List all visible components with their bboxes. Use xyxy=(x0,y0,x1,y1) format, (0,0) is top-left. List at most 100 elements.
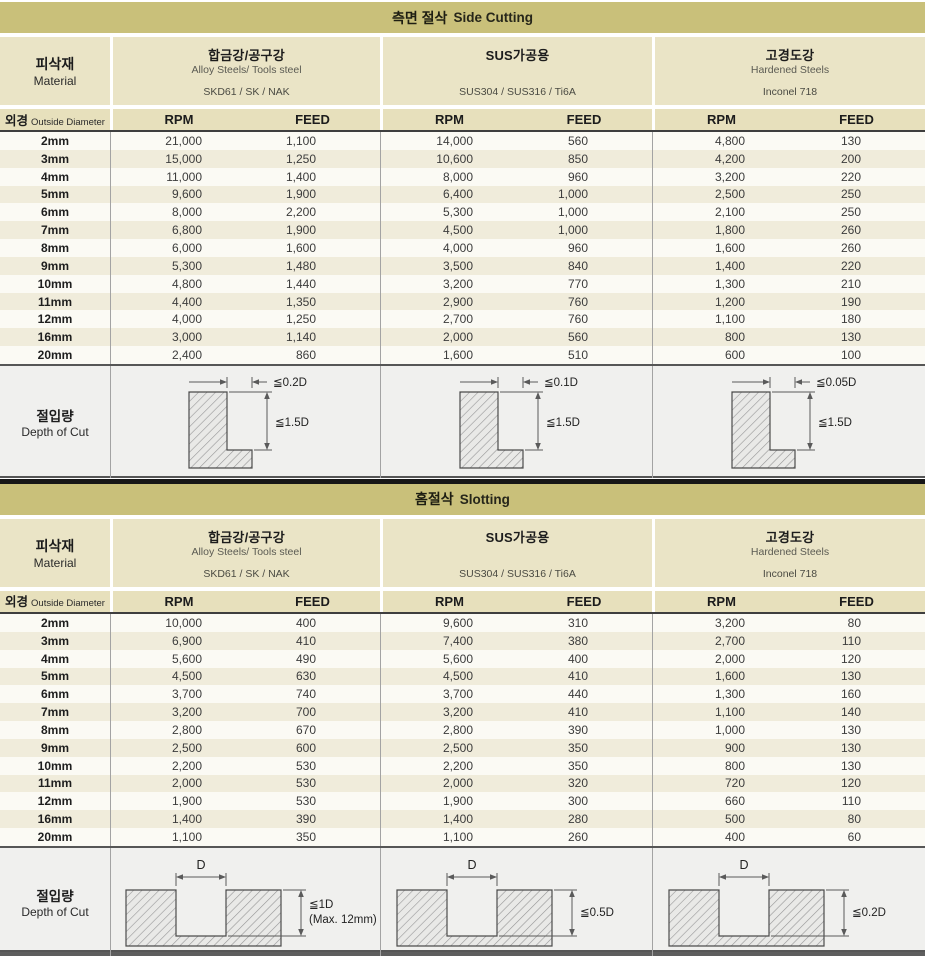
feed-value: 1,000 xyxy=(557,205,588,220)
rpm-value: 1,300 xyxy=(652,685,788,704)
depth-of-cut-row: 절입량 Depth of Cut ≦0.2D ≦1.5D xyxy=(0,365,925,478)
rpm-value: 6,900 xyxy=(110,631,245,650)
feed-value: 560 xyxy=(567,330,588,345)
side-cutting-title-bar: 측면 절삭 Side Cutting xyxy=(0,2,925,33)
feed-value: 260 xyxy=(567,830,588,845)
feed-value: 410 xyxy=(567,669,588,684)
rpm-value: 3,700 xyxy=(380,685,516,704)
feed-value: 760 xyxy=(567,294,588,309)
rpm-value: 4,400 xyxy=(110,292,245,311)
rpm-column-header: RPM xyxy=(110,590,245,612)
step-profile-shape xyxy=(731,391,796,469)
material-group-alloy-steels: 합금강/공구강 Alloy Steels/ Tools steel SKD61 … xyxy=(110,518,380,587)
divider xyxy=(0,33,925,37)
table-row: 10mm 4,800 1,440 3,200 770 1,300 210 xyxy=(0,274,925,293)
slot-profile-shape xyxy=(395,889,553,947)
depth-label-en: Depth of Cut xyxy=(21,424,89,439)
feed-value: 130 xyxy=(840,669,861,684)
rpm-value: 11,000 xyxy=(110,167,245,186)
radial-depth-label: ≦0.05D xyxy=(816,377,856,389)
columns-header-row: 외경 Outside Diameter RPM FEED RPM FEED RPM… xyxy=(0,590,925,614)
feed-value: 410 xyxy=(567,705,588,720)
diameter-label-en: Outside Diameter xyxy=(31,598,105,610)
material-grades: SUS304 / SUS316 / Ti6A xyxy=(459,86,576,98)
divider xyxy=(0,586,925,591)
feed-value: 350 xyxy=(567,758,588,773)
material-name-ko: 고경도강 xyxy=(765,529,815,545)
slotting-section: 홈절삭 Slotting 피삭재 Material 합금강/공구강 Alloy … xyxy=(0,483,925,956)
feed-value: 600 xyxy=(295,740,316,755)
feed-value: 1,250 xyxy=(285,312,316,327)
columns-header-row: 외경 Outside Diameter RPM FEED RPM FEED RPM… xyxy=(0,109,925,132)
depth-diagram-cell: ≦0.2D ≦1.5D xyxy=(110,365,380,478)
row-diameter: 12mm xyxy=(37,794,73,809)
depth-diagram-cell: D ≦0.5D xyxy=(380,847,652,956)
feed-value: 760 xyxy=(567,312,588,327)
rpm-value: 2,700 xyxy=(380,310,516,329)
page-bottom-rule xyxy=(0,951,925,956)
row-diameter: 9mm xyxy=(40,258,69,273)
feed-value: 670 xyxy=(295,722,316,737)
feed-value: 1,250 xyxy=(285,151,316,166)
section-title-en: Slotting xyxy=(459,491,510,507)
section-separator xyxy=(0,478,925,484)
feed-value: 530 xyxy=(295,776,316,791)
section-title-ko: 홈절삭 xyxy=(415,491,454,508)
slot-profile-shape xyxy=(124,889,282,947)
slot-profile-shape xyxy=(668,889,825,947)
rpm-value: 5,300 xyxy=(110,256,245,275)
table-row: 7mm 3,200 700 3,200 410 1,100 140 xyxy=(0,703,925,722)
feed-value: 210 xyxy=(840,276,861,291)
table-row: 2mm 21,000 1,100 14,000 560 4,800 130 xyxy=(0,132,925,150)
slot-width-label: D xyxy=(467,858,476,872)
slot-depth-label: ≦0.5D xyxy=(580,907,614,919)
material-grades: SKD61 / SK / NAK xyxy=(203,567,290,580)
feed-value: 260 xyxy=(840,223,861,238)
row-diameter: 2mm xyxy=(40,615,69,630)
rpm-value: 14,000 xyxy=(380,132,516,150)
feed-value: 2,200 xyxy=(285,205,316,220)
depth-diagram-cell: ≦0.05D ≦1.5D xyxy=(652,365,925,478)
slot-depth-diagram: D ≦1D (Max. 12mm) xyxy=(124,858,376,947)
row-diameter: 8mm xyxy=(40,722,69,737)
rpm-value: 1,600 xyxy=(652,667,788,686)
slot-depth-label: ≦1D xyxy=(309,899,333,911)
divider xyxy=(0,105,925,109)
feed-value: 1,900 xyxy=(285,187,316,202)
material-label-ko: 피삭재 xyxy=(35,56,75,72)
feed-value: 180 xyxy=(840,312,861,327)
rpm-value: 5,600 xyxy=(380,649,516,668)
feed-value: 840 xyxy=(567,258,588,273)
radial-depth-label: ≦0.2D xyxy=(273,377,307,389)
feed-value: 350 xyxy=(567,740,588,755)
feed-value: 120 xyxy=(840,651,861,666)
rpm-value: 3,500 xyxy=(380,256,516,275)
rpm-value: 3,200 xyxy=(110,703,245,722)
feed-value: 960 xyxy=(567,240,588,255)
feed-value: 320 xyxy=(567,776,588,791)
feed-column-header: FEED xyxy=(566,593,602,609)
feed-column-header: FEED xyxy=(295,112,330,127)
depth-of-cut-label-cell: 절입량 Depth of Cut xyxy=(0,366,110,478)
row-diameter: 8mm xyxy=(40,240,69,255)
feed-value: 390 xyxy=(567,722,588,737)
feed-value: 130 xyxy=(840,133,861,148)
table-row: 6mm 3,700 740 3,700 440 1,300 160 xyxy=(0,685,925,704)
rpm-value: 3,200 xyxy=(652,613,788,632)
depth-of-cut-label-cell: 절입량 Depth of Cut xyxy=(0,848,110,956)
feed-value: 400 xyxy=(295,615,316,630)
rpm-value: 5,600 xyxy=(110,649,245,668)
feed-value: 130 xyxy=(840,330,861,345)
rpm-value: 8,000 xyxy=(380,167,516,186)
axial-depth-label: ≦1.5D xyxy=(818,417,852,429)
material-header-row: 피삭재 Material 합금강/공구강 Alloy Steels/ Tools… xyxy=(0,518,925,587)
feed-value: 310 xyxy=(567,615,588,630)
table-row: 11mm 4,400 1,350 2,900 760 1,200 190 xyxy=(0,292,925,311)
feed-value: 860 xyxy=(295,348,316,363)
slot-depth-diagram: D ≦0.2D xyxy=(668,858,886,947)
rpm-column-header: RPM xyxy=(380,109,516,130)
feed-value: 60 xyxy=(847,830,861,845)
feed-column-header: FEED xyxy=(839,112,874,127)
slot-width-label: D xyxy=(196,858,205,872)
rpm-value: 4,500 xyxy=(380,667,516,686)
